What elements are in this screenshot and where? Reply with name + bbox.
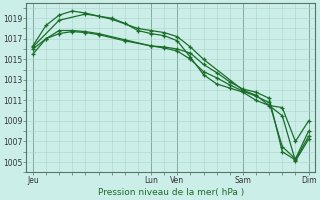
X-axis label: Pression niveau de la mer( hPa ): Pression niveau de la mer( hPa ) — [98, 188, 244, 197]
